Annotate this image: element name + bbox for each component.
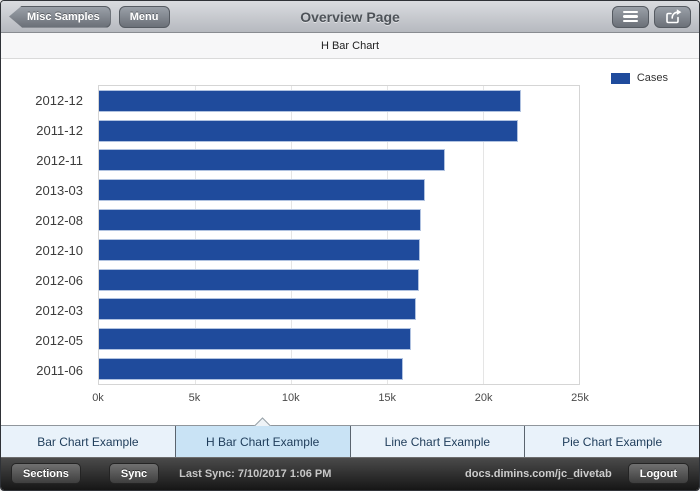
- top-bar: Misc Samples Menu Overview Page: [1, 1, 699, 33]
- misc-samples-back-button[interactable]: Misc Samples: [9, 5, 111, 28]
- bottom-bar: Sections Sync Last Sync: 7/10/2017 1:06 …: [1, 457, 699, 490]
- sections-button[interactable]: Sections: [11, 463, 81, 484]
- y-axis-label: 2012-03: [35, 302, 83, 318]
- top-bar-right: [612, 5, 691, 28]
- y-axis-label: 2012-11: [36, 152, 83, 168]
- share-icon: [665, 9, 681, 24]
- y-axis-label: 2011-12: [36, 122, 83, 138]
- x-axis-tick: 5k: [188, 392, 201, 404]
- y-axis-label: 2012-12: [35, 92, 83, 108]
- y-axis-labels: 2012-12 2011-12 2012-11 2013-03 2012-08 2012-…: [1, 85, 91, 385]
- last-sync-text: Last Sync: 7/10/2017 1:06 PM: [179, 467, 332, 480]
- bar-2012-03[interactable]: [99, 298, 416, 321]
- bar-2012-10[interactable]: [99, 238, 420, 261]
- x-axis-tick: 0k: [92, 392, 104, 404]
- bar-row: [99, 205, 579, 235]
- bar-row: [99, 324, 579, 354]
- gridline: [387, 86, 388, 384]
- x-axis-tick: 10k: [281, 392, 300, 404]
- top-bar-left: Misc Samples Menu: [9, 5, 170, 28]
- gridline: [291, 86, 292, 384]
- tab-h-bar-chart-example[interactable]: H Bar Chart Example: [175, 417, 351, 457]
- legend-swatch-cases: [610, 72, 630, 84]
- bar-row: [99, 86, 579, 116]
- tab-bar: Bar Chart Example H Bar Chart Example Line…: [1, 417, 699, 457]
- bar-row: [99, 295, 579, 325]
- bar-row: [99, 354, 579, 384]
- tab-label: Pie Chart Example: [562, 434, 663, 449]
- legend: Cases: [610, 72, 668, 84]
- list-menu-button[interactable]: [612, 5, 649, 28]
- y-axis-label: 2012-08: [35, 212, 83, 228]
- x-axis-tick: 15k: [378, 392, 397, 404]
- y-axis-label: 2013-03: [35, 182, 83, 198]
- y-axis-label: 2012-05: [35, 332, 83, 348]
- hamburger-icon: [623, 10, 638, 23]
- bar-2011-12[interactable]: [99, 119, 518, 142]
- y-axis-label: 2011-06: [36, 362, 83, 378]
- x-axis-tick: 20k: [474, 392, 493, 404]
- menu-button[interactable]: Menu: [118, 5, 170, 28]
- gridline: [483, 86, 484, 384]
- chart-area: Cases 2012-12 2011-12 2012-11 2013-03 2012-0…: [1, 59, 699, 425]
- bar-row: [99, 146, 579, 176]
- share-button[interactable]: [654, 5, 691, 28]
- tab-line-chart-example[interactable]: Line Chart Example: [350, 426, 526, 457]
- sync-button[interactable]: Sync: [108, 463, 160, 484]
- x-axis-tick: 25k: [571, 392, 589, 404]
- bar-2011-06[interactable]: [99, 358, 404, 381]
- tab-label: Bar Chart Example: [37, 434, 139, 449]
- bar-row: [99, 175, 579, 205]
- gridline: [195, 86, 196, 384]
- bar-2013-03[interactable]: [99, 179, 426, 202]
- y-axis-label: 2012-06: [35, 272, 83, 288]
- bar-2012-12[interactable]: [99, 89, 522, 112]
- bar-2012-06[interactable]: [99, 268, 419, 291]
- server-url-text: docs.dimins.com/jc_divetab: [465, 467, 612, 480]
- tab-label: Line Chart Example: [384, 434, 491, 449]
- bar-row: [99, 265, 579, 295]
- bar-2012-08[interactable]: [99, 209, 421, 232]
- subheader-title: H Bar Chart: [1, 33, 699, 59]
- bar-row: [99, 116, 579, 146]
- tab-label: H Bar Chart Example: [205, 434, 320, 449]
- bar-row: [99, 235, 579, 265]
- legend-label: Cases: [636, 72, 668, 84]
- selected-tab-caret-icon: [251, 417, 275, 426]
- bar-2012-05[interactable]: [99, 328, 411, 351]
- tab-bar-chart-example[interactable]: Bar Chart Example: [1, 426, 176, 457]
- plot-area: [98, 85, 580, 385]
- x-axis: 0k 5k 10k 15k 20k 25k: [92, 392, 589, 408]
- y-axis-label: 2012-10: [35, 242, 83, 258]
- logout-button[interactable]: Logout: [627, 463, 689, 484]
- tab-pie-chart-example[interactable]: Pie Chart Example: [525, 426, 699, 457]
- bar-2012-11[interactable]: [99, 149, 445, 172]
